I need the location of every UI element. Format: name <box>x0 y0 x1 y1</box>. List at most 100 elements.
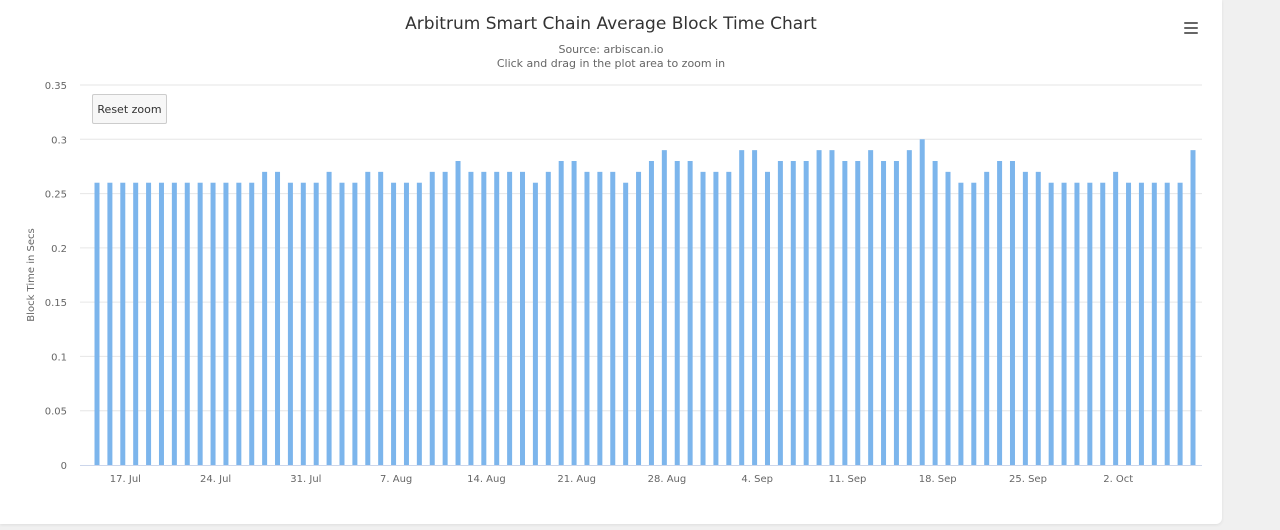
bar <box>648 161 654 465</box>
bar <box>532 182 538 465</box>
bar <box>700 171 706 465</box>
bar <box>829 150 835 465</box>
bar <box>391 182 397 465</box>
bar <box>416 182 422 465</box>
hamburger-menu-icon-line <box>1184 32 1198 35</box>
bar <box>365 171 371 465</box>
bar <box>210 182 216 465</box>
bar <box>893 161 899 465</box>
bar <box>584 171 590 465</box>
x-tick-label: 31. Jul <box>290 474 321 485</box>
bar <box>997 161 1003 465</box>
bar <box>777 161 783 465</box>
bar <box>610 171 616 465</box>
chart-title: Arbitrum Smart Chain Average Block Time … <box>405 14 817 34</box>
bar <box>1035 171 1041 465</box>
y-tick-label: 0.25 <box>45 190 67 201</box>
zoom-instruction: Click and drag in the plot area to zoom … <box>496 57 726 70</box>
bar <box>171 182 177 465</box>
bar <box>339 182 345 465</box>
bar <box>855 161 861 465</box>
y-tick-label: 0.35 <box>45 81 67 92</box>
bar <box>442 171 448 465</box>
bar <box>545 171 551 465</box>
bar <box>739 150 745 465</box>
x-tick-label: 7. Aug <box>380 474 412 485</box>
bar <box>1074 182 1080 465</box>
x-tick-label: 25. Sep <box>1009 474 1047 485</box>
reset-zoom-button[interactable]: Reset zoom <box>92 94 167 124</box>
bar <box>1138 182 1144 465</box>
x-tick-label: 17. Jul <box>110 474 141 485</box>
y-tick-label: 0 <box>61 461 67 472</box>
y-axis-title: Block Time in Secs <box>26 228 37 321</box>
bar <box>1126 182 1132 465</box>
bar <box>1100 182 1106 465</box>
bar <box>223 182 229 465</box>
bar <box>120 182 126 465</box>
bar <box>713 171 719 465</box>
chart-subtitle: Source: arbiscan.io <box>558 43 664 56</box>
hamburger-menu-icon <box>1184 22 1198 25</box>
bar <box>636 171 642 465</box>
x-tick-label: 11. Sep <box>828 474 866 485</box>
bar <box>403 182 409 465</box>
x-tick-label: 18. Sep <box>919 474 957 485</box>
bar <box>262 171 268 465</box>
bar <box>326 171 332 465</box>
y-tick-label: 0.3 <box>51 135 67 146</box>
bar <box>803 161 809 465</box>
bar <box>881 161 887 465</box>
bar <box>1151 182 1157 465</box>
bar <box>494 171 500 465</box>
bar <box>107 182 113 465</box>
bar <box>378 171 384 465</box>
bar <box>687 161 693 465</box>
bar-chart[interactable]: 0 0.05 0.1 0.15 0.2 0.25 0.3 0.35 17. Jul 24. Jul… <box>0 0 1222 524</box>
bar <box>1061 182 1067 465</box>
bar <box>520 171 526 465</box>
bar <box>919 139 925 466</box>
bar <box>507 171 513 465</box>
bar <box>1048 182 1054 465</box>
bar <box>249 182 255 465</box>
bar <box>455 161 461 465</box>
bar <box>932 161 938 465</box>
bar <box>197 182 203 465</box>
bar <box>623 182 629 465</box>
y-tick-label: 0.05 <box>45 407 67 418</box>
bar <box>158 182 164 465</box>
x-tick-label: 14. Aug <box>467 474 506 485</box>
x-tick-label: 24. Jul <box>200 474 231 485</box>
bar <box>1164 182 1170 465</box>
bar <box>661 150 667 465</box>
hamburger-menu-icon-line <box>1184 27 1198 30</box>
bar <box>571 161 577 465</box>
bar <box>868 150 874 465</box>
bar <box>816 150 822 465</box>
bar <box>1113 171 1119 465</box>
x-tick-label: 4. Sep <box>741 474 773 485</box>
bar <box>146 182 152 465</box>
chart-card: Arbitrum Smart Chain Average Block Time … <box>0 0 1222 524</box>
bar <box>133 182 139 465</box>
bar <box>945 171 951 465</box>
x-tick-label: 2. Oct <box>1103 474 1133 485</box>
y-tick-label: 0.2 <box>51 244 67 255</box>
bar <box>481 171 487 465</box>
bar <box>971 182 977 465</box>
bar <box>352 182 358 465</box>
y-tick-label: 0.1 <box>51 352 67 363</box>
bar <box>1022 171 1028 465</box>
bar <box>842 161 848 465</box>
bar <box>674 161 680 465</box>
bar <box>313 182 319 465</box>
chart-menu-button[interactable] <box>1180 18 1202 38</box>
bar <box>958 182 964 465</box>
bar <box>597 171 603 465</box>
bar <box>1190 150 1196 465</box>
bar <box>764 171 770 465</box>
bar <box>1177 182 1183 465</box>
bar <box>468 171 474 465</box>
bar <box>287 182 293 465</box>
